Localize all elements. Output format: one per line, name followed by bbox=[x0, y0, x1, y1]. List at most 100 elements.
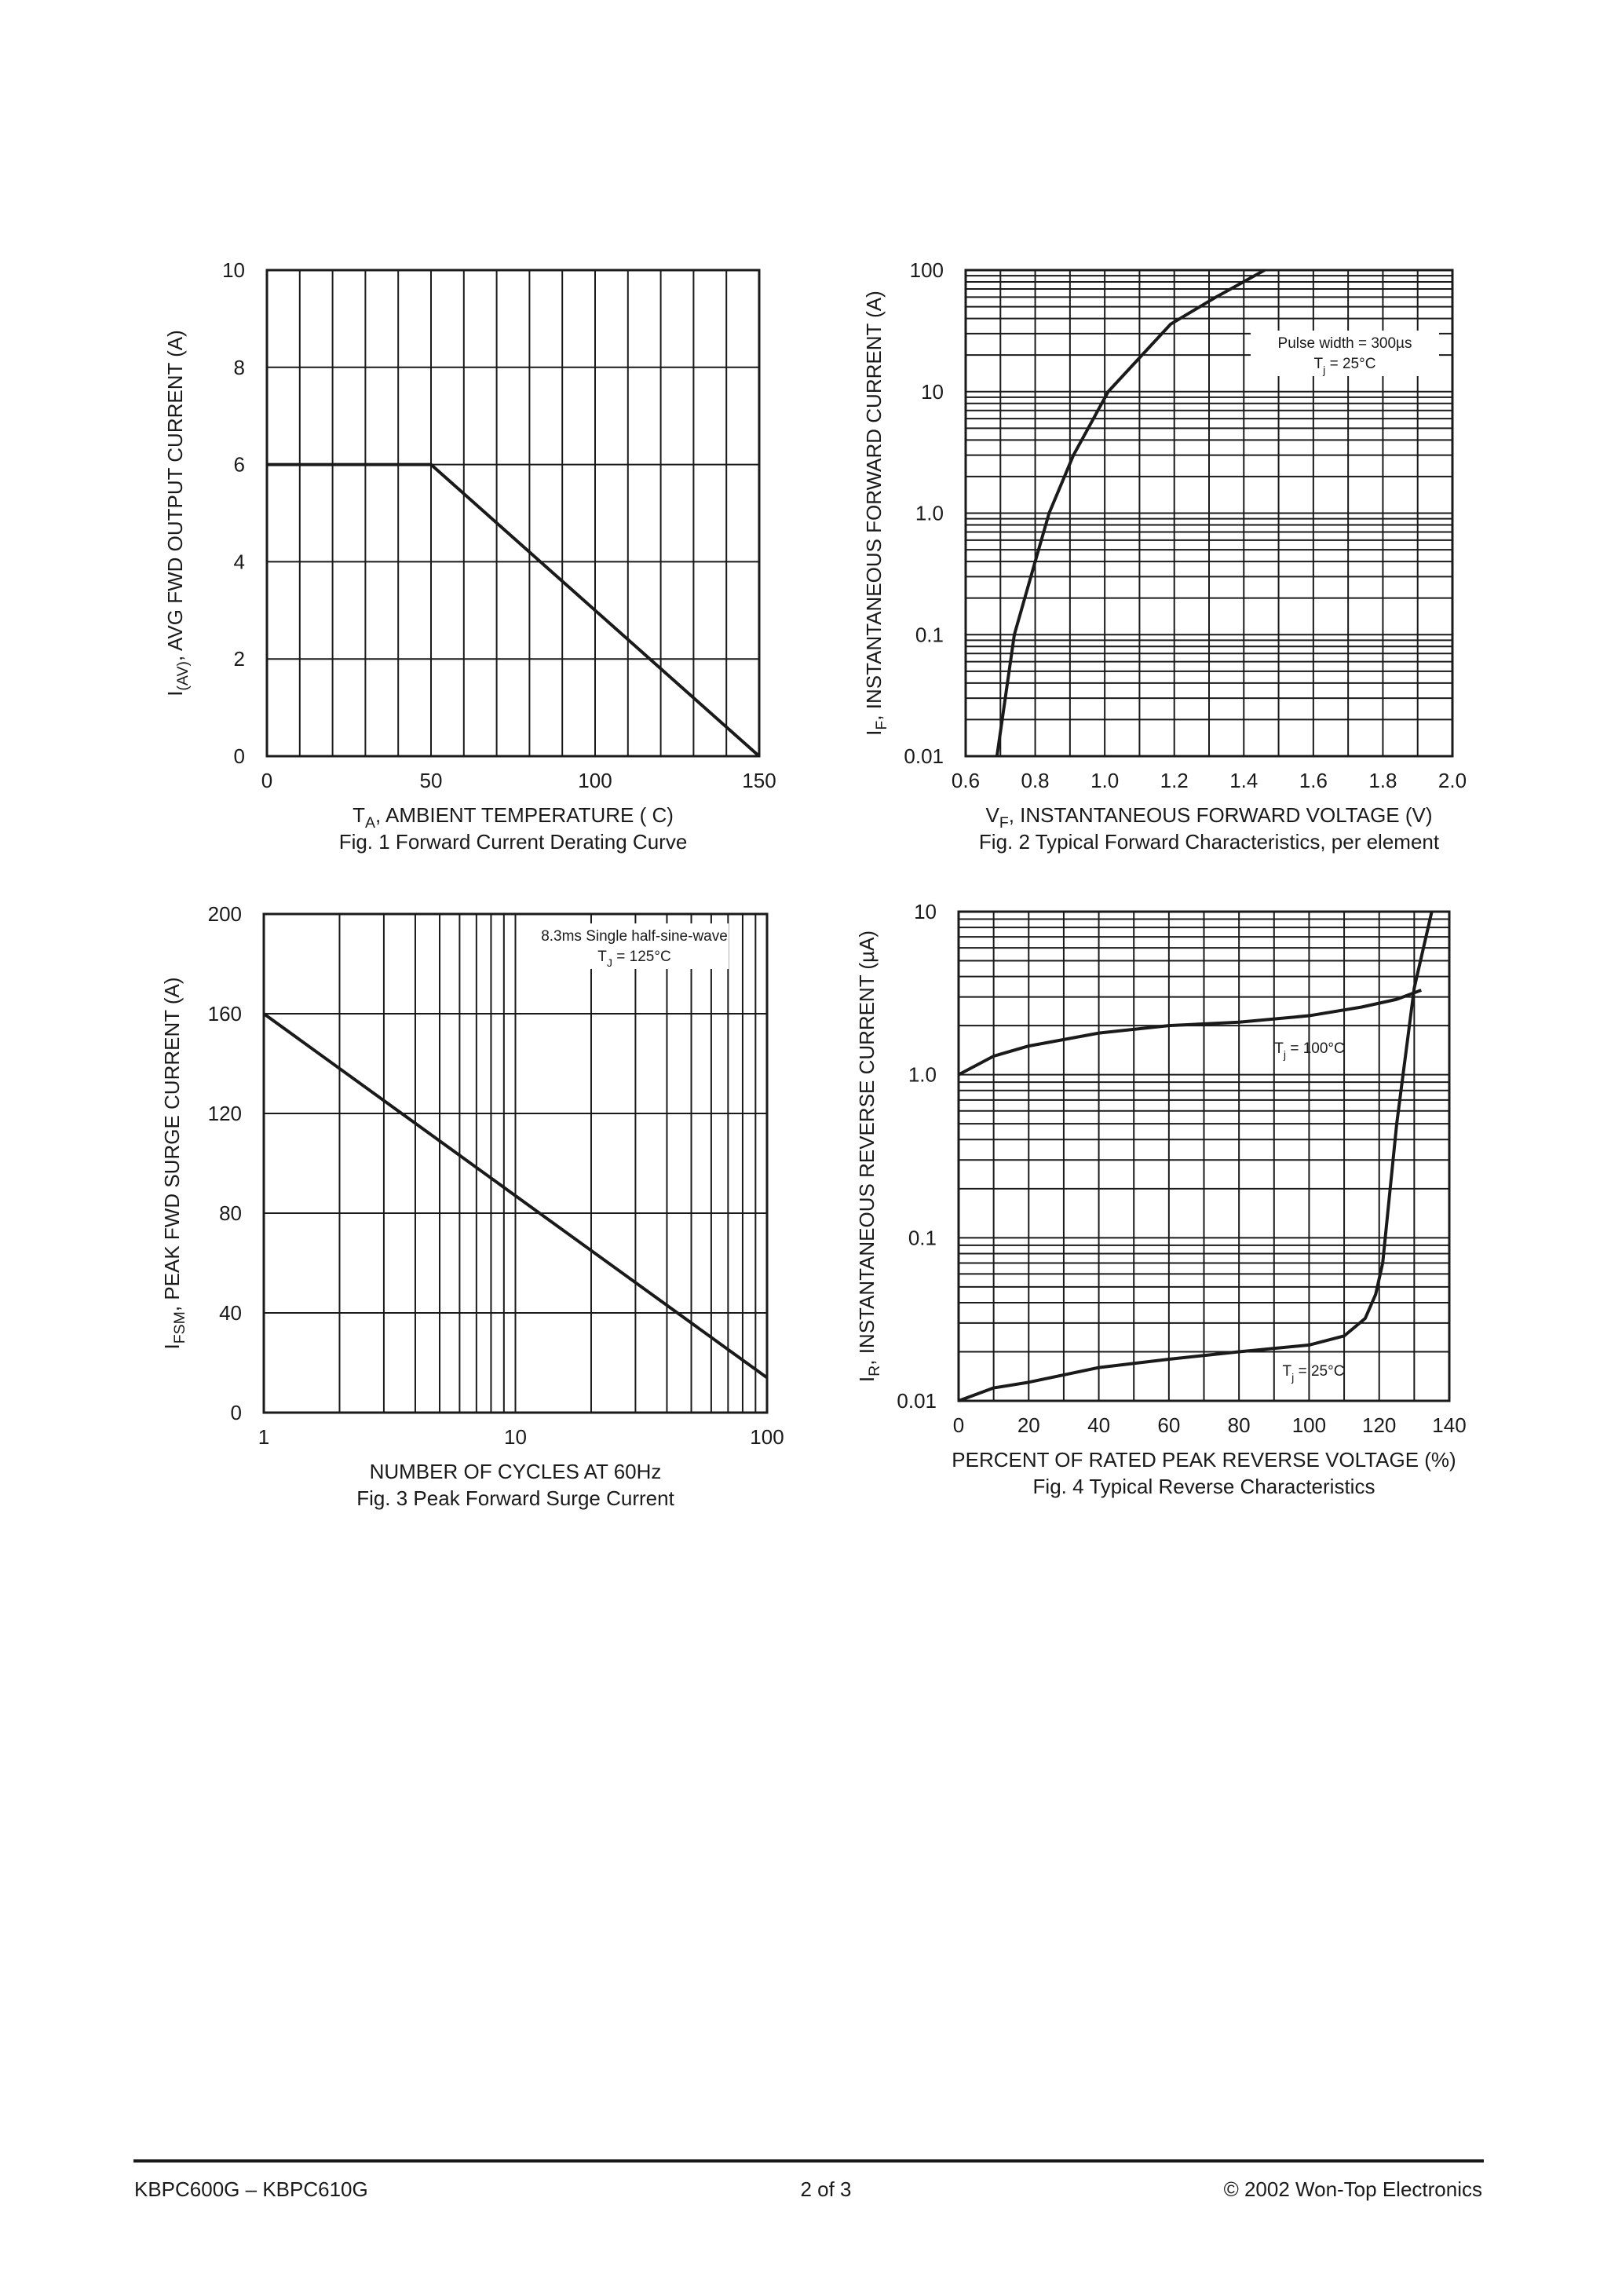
annotation-box bbox=[540, 923, 729, 969]
x-tick-label: 150 bbox=[742, 769, 776, 792]
label-main: NUMBER OF CYCLES AT 60Hz bbox=[370, 1460, 662, 1483]
y-tick-label: 0 bbox=[231, 1401, 242, 1424]
figure-caption: Fig. 2 Typical Forward Characteristics, … bbox=[979, 830, 1440, 854]
y-tick-label: 160 bbox=[208, 1002, 242, 1026]
x-tick-label: 50 bbox=[420, 769, 443, 792]
y-tick-label: 6 bbox=[234, 453, 245, 477]
data-line bbox=[958, 911, 1434, 1402]
label-sub: FSM bbox=[171, 1311, 188, 1344]
label-rest: , INSTANTANEOUS REVERSE CURRENT (µA) bbox=[855, 930, 879, 1366]
label-sub: F bbox=[999, 814, 1009, 832]
chart: 1 10 100 0 40 80 120 160 200 8.3ms Single half-si… bbox=[160, 902, 784, 1510]
x-tick-label: 1.6 bbox=[1299, 769, 1328, 792]
figure-caption: Fig. 3 Peak Forward Surge Current bbox=[356, 1486, 674, 1510]
label-main: PERCENT OF RATED PEAK REVERSE VOLTAGE (%… bbox=[952, 1448, 1456, 1472]
annotation-box bbox=[1251, 331, 1439, 376]
label-main: T bbox=[597, 949, 607, 965]
x-tick-label: 120 bbox=[1362, 1413, 1396, 1437]
label-rest: = 25°C bbox=[1325, 356, 1375, 372]
series-label: Tj = 25°C bbox=[1283, 1363, 1345, 1384]
label-main: I bbox=[160, 1344, 184, 1349]
label-sub: J bbox=[607, 957, 612, 970]
y-tick-label: 100 bbox=[910, 258, 944, 282]
label-sub: j bbox=[1322, 364, 1325, 377]
y-tick-label: 40 bbox=[219, 1301, 242, 1325]
label-rest: , AMBIENT TEMPERATURE ( C) bbox=[375, 803, 674, 827]
y-tick-label: 0.01 bbox=[904, 744, 944, 768]
figure-caption: Fig. 4 Typical Reverse Characteristics bbox=[1033, 1475, 1375, 1498]
x-tick-label: 1.0 bbox=[1090, 769, 1119, 792]
x-tick-label: 0.8 bbox=[1021, 769, 1049, 792]
label-sub: F bbox=[873, 721, 890, 730]
x-tick-label: 0 bbox=[953, 1413, 964, 1437]
chart: 0 50 100 150 0 2 4 6 8 10 I(AV), AVG FWD OUTPUT CU… bbox=[163, 258, 776, 854]
x-tick-label: 1.2 bbox=[1160, 769, 1189, 792]
data-line bbox=[958, 989, 1422, 1077]
plot-frame bbox=[265, 269, 761, 758]
label-main: 8.3ms Single half-sine-wave bbox=[541, 928, 728, 945]
plot-frame bbox=[262, 912, 769, 1414]
x-tick-label: 100 bbox=[1292, 1413, 1326, 1437]
data-line bbox=[267, 462, 761, 758]
y-tick-label: 10 bbox=[914, 900, 937, 923]
label-main: T bbox=[1274, 1040, 1284, 1057]
y-tick-label: 0.1 bbox=[915, 623, 944, 646]
y-axis-title: IR, INSTANTANEOUS REVERSE CURRENT (µA) bbox=[855, 930, 883, 1382]
data-line bbox=[995, 269, 1266, 757]
plot-frame bbox=[957, 910, 1451, 1402]
x-axis-title: VF, INSTANTANEOUS FORWARD VOLTAGE (V) bbox=[985, 803, 1432, 832]
label-sub: A bbox=[365, 814, 375, 832]
data-line bbox=[262, 1012, 769, 1380]
annotation: TJ = 125°C bbox=[597, 949, 670, 970]
label-rest: = 25°C bbox=[1294, 1363, 1344, 1380]
y-tick-label: 8 bbox=[234, 356, 245, 379]
y-tick-label: 200 bbox=[208, 902, 242, 926]
footer-left: KBPC600G – KBPC610G bbox=[134, 2177, 368, 2201]
y-tick-label: 0 bbox=[234, 744, 245, 768]
chart: 0.6 0.8 1.0 1.2 1.4 1.6 1.8 2.0 0.01 0.1 1.0 10 100 P… bbox=[862, 258, 1467, 854]
y-tick-label: 120 bbox=[208, 1102, 242, 1125]
label-rest: , PEAK FWD SURGE CURRENT (A) bbox=[160, 977, 184, 1311]
label-rest: = 100°C bbox=[1286, 1040, 1345, 1057]
x-tick-label: 1.8 bbox=[1368, 769, 1397, 792]
y-tick-label: 4 bbox=[234, 550, 245, 573]
x-axis-title: TA, AMBIENT TEMPERATURE ( C) bbox=[353, 803, 674, 832]
label-sub: j bbox=[1283, 1049, 1286, 1062]
x-tick-label: 1 bbox=[258, 1425, 269, 1449]
annotation: 8.3ms Single half-sine-wave bbox=[541, 928, 728, 945]
footer-right: © 2002 Won-Top Electronics bbox=[1224, 2177, 1482, 2201]
label-main: I bbox=[855, 1377, 879, 1382]
annotation: Tj = 25°C bbox=[1314, 356, 1376, 377]
x-axis-title: PERCENT OF RATED PEAK REVERSE VOLTAGE (%… bbox=[952, 1448, 1456, 1472]
x-tick-label: 0.6 bbox=[952, 769, 980, 792]
y-tick-label: 10 bbox=[222, 258, 245, 282]
footer-center: 2 of 3 bbox=[800, 2177, 851, 2201]
label-main: T bbox=[1283, 1363, 1292, 1380]
y-tick-label: 2 bbox=[234, 647, 245, 671]
label-main: Pulse width = 300µs bbox=[1278, 335, 1412, 352]
y-tick-label: 80 bbox=[219, 1201, 242, 1225]
x-tick-label: 80 bbox=[1228, 1413, 1251, 1437]
label-main: T bbox=[1314, 356, 1324, 372]
label-main: T bbox=[353, 803, 365, 827]
x-tick-label: 1.4 bbox=[1229, 769, 1258, 792]
figure-caption: Fig. 1 Forward Current Derating Curve bbox=[339, 830, 688, 854]
x-tick-label: 100 bbox=[750, 1425, 784, 1449]
label-sub: j bbox=[1291, 1372, 1294, 1384]
x-tick-label: 60 bbox=[1157, 1413, 1180, 1437]
label-rest: , INSTANTANEOUS FORWARD CURRENT (A) bbox=[862, 291, 886, 720]
x-tick-label: 20 bbox=[1017, 1413, 1040, 1437]
label-main: I bbox=[163, 691, 187, 696]
label-main: I bbox=[862, 730, 886, 736]
x-axis-title: NUMBER OF CYCLES AT 60Hz bbox=[370, 1460, 662, 1483]
label-rest: = 125°C bbox=[612, 949, 671, 965]
x-tick-label: 2.0 bbox=[1438, 769, 1467, 792]
plot-frame bbox=[964, 269, 1454, 758]
y-tick-label: 10 bbox=[921, 380, 944, 404]
x-tick-label: 40 bbox=[1087, 1413, 1110, 1437]
y-tick-label: 1.0 bbox=[908, 1063, 937, 1087]
x-tick-label: 10 bbox=[504, 1425, 527, 1449]
y-tick-label: 1.0 bbox=[915, 502, 944, 525]
y-axis-title: IF, INSTANTANEOUS FORWARD CURRENT (A) bbox=[862, 291, 890, 736]
y-tick-label: 0.01 bbox=[897, 1389, 937, 1413]
